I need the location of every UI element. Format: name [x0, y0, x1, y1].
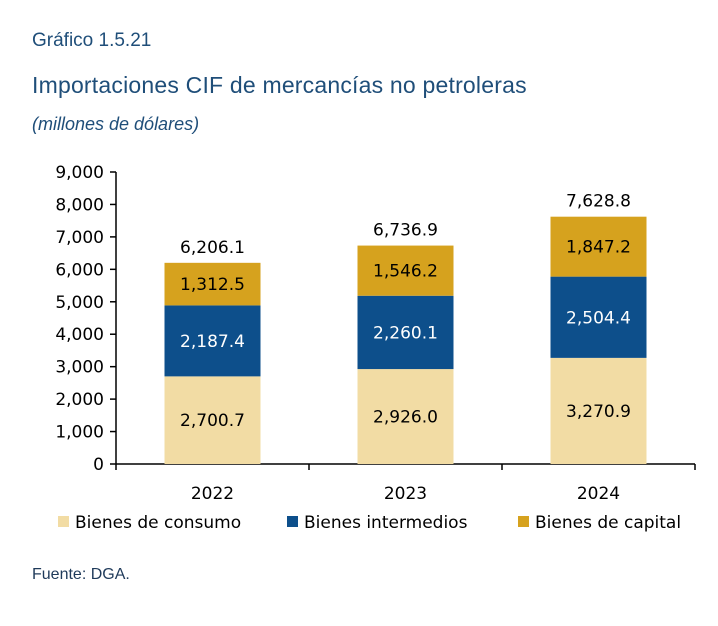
bar-value-label: 2,187.4 — [180, 332, 245, 352]
bar-value-label: 2,504.4 — [566, 308, 631, 328]
bar-value-label: 2,926.0 — [373, 408, 438, 428]
x-category-label: 2022 — [191, 484, 234, 504]
bar-segment — [164, 262, 261, 306]
legend-swatch — [58, 516, 69, 527]
bar-value-label: 2,260.1 — [373, 323, 438, 343]
y-tick-label: 6,000 — [55, 260, 104, 280]
bar-value-label: 1,312.5 — [180, 275, 245, 295]
chart-code-label: Gráfico 1.5.21 — [32, 30, 152, 51]
source-note: Fuente: DGA. — [32, 566, 130, 583]
bar-total-label: 6,206.1 — [180, 238, 245, 258]
y-tick-label: 8,000 — [55, 195, 104, 215]
x-category-label: 2024 — [577, 484, 620, 504]
bar-total-label: 7,628.8 — [566, 192, 631, 212]
bar-segment — [357, 295, 454, 370]
bar-segment — [550, 357, 647, 464]
legend-label: Bienes de consumo — [75, 513, 241, 533]
y-tick-label: 7,000 — [55, 228, 104, 248]
legend-label: Bienes de capital — [535, 513, 681, 533]
bar-total-label: 6,736.9 — [373, 221, 438, 241]
y-tick-label: 0 — [93, 455, 104, 475]
bar-segment — [550, 216, 647, 277]
y-tick-label: 5,000 — [55, 293, 104, 313]
y-tick-label: 3,000 — [55, 358, 104, 378]
legend-label: Bienes intermedios — [304, 513, 468, 533]
y-tick-label: 2,000 — [55, 390, 104, 410]
bar-value-label: 3,270.9 — [566, 402, 631, 422]
y-tick-label: 4,000 — [55, 325, 104, 345]
y-tick-label: 9,000 — [55, 163, 104, 183]
y-tick-label: 1,000 — [55, 423, 104, 443]
chart-subtitle: (millones de dólares) — [32, 114, 200, 134]
bar-segment — [164, 305, 261, 377]
bar-segment — [357, 369, 454, 464]
legend-swatch — [287, 516, 298, 527]
chart-title: Importaciones CIF de mercancías no petro… — [32, 72, 527, 98]
bar-value-label: 2,700.7 — [180, 411, 245, 431]
bar-value-label: 1,546.2 — [373, 262, 438, 282]
bar-segment — [164, 376, 261, 464]
legend-swatch — [518, 516, 529, 527]
x-category-label: 2023 — [384, 484, 427, 504]
bar-value-label: 1,847.2 — [566, 238, 631, 258]
bar-segment — [550, 276, 647, 358]
bar-segment — [357, 245, 454, 296]
